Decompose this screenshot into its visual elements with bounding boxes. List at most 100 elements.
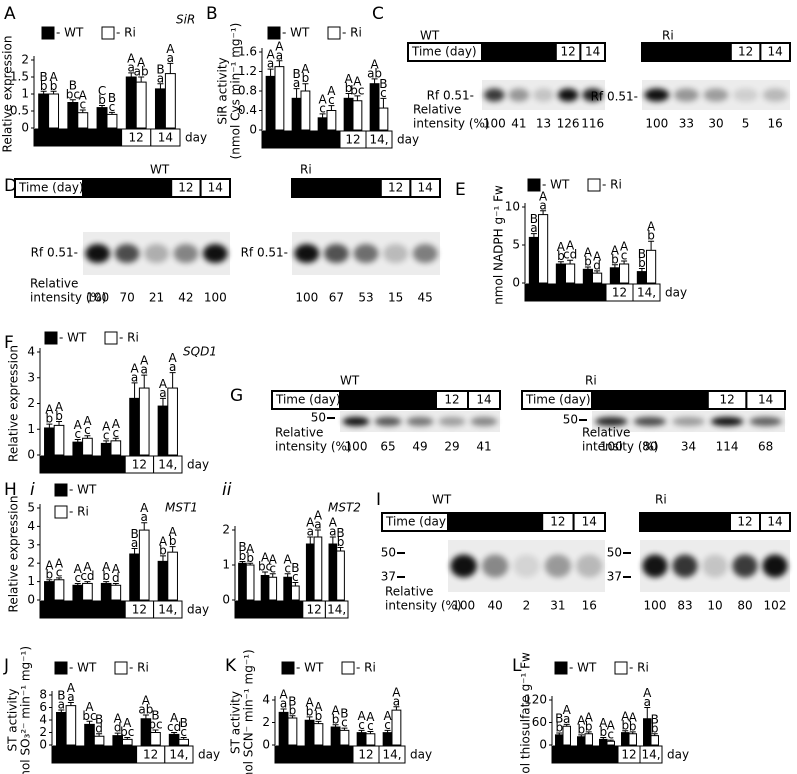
legend-swatch xyxy=(614,661,628,675)
bar xyxy=(555,734,564,746)
significance-letter: B xyxy=(291,561,299,575)
significance-letter: A xyxy=(629,710,638,724)
bar xyxy=(628,733,637,746)
intensity-label: intensity (%) xyxy=(385,599,462,613)
day-label: 11 xyxy=(708,45,723,59)
significance-letter: B xyxy=(288,694,296,708)
bar xyxy=(274,66,285,131)
blot-band xyxy=(173,244,199,263)
significance-letter: c xyxy=(319,101,326,115)
marker-label: 50 xyxy=(607,546,622,560)
blot-band xyxy=(642,554,668,578)
error-bar xyxy=(584,266,591,270)
intensity-value: 15 xyxy=(388,291,403,305)
x-tick-label: 0 xyxy=(535,286,543,300)
significance-letter: a xyxy=(307,525,314,539)
significance-letter: b xyxy=(246,551,254,565)
bar xyxy=(82,582,93,601)
error-bar xyxy=(171,732,178,735)
intensity-value: 100 xyxy=(204,291,227,305)
error-bar xyxy=(247,562,254,565)
significance-letter: c xyxy=(74,427,81,441)
panel-label: F xyxy=(4,333,14,353)
error-bar xyxy=(108,111,115,115)
bar xyxy=(157,405,169,456)
intensity-value: 83 xyxy=(677,599,692,613)
blot-band xyxy=(533,88,554,102)
intensity-value: 100 xyxy=(452,599,475,613)
significance-letter: a xyxy=(159,386,166,400)
significance-letter: A xyxy=(539,189,548,203)
x-tick-label: 7 xyxy=(562,286,570,300)
blot-band xyxy=(576,554,603,578)
error-bar xyxy=(56,421,63,426)
x-axis-label: day xyxy=(410,748,432,762)
bar xyxy=(577,736,586,746)
significance-letter: B xyxy=(108,91,116,105)
bar xyxy=(313,723,324,746)
legend-label: - WT xyxy=(56,26,84,40)
intensity-value: 41 xyxy=(476,440,491,454)
significance-letter: B xyxy=(69,78,77,92)
x-category-box xyxy=(639,745,663,764)
legend-label: - WT xyxy=(69,661,97,675)
significance-letter: A xyxy=(383,709,392,723)
y-axis-label: Relative expression xyxy=(7,345,21,462)
intensity-label: Relative xyxy=(385,585,433,599)
error-bar xyxy=(284,573,291,578)
significance-letter: c xyxy=(358,718,365,732)
error-bar xyxy=(269,573,276,578)
error-bar xyxy=(358,729,365,733)
legend-swatch xyxy=(281,661,295,675)
intensity-value: 31 xyxy=(550,599,565,613)
significance-letter: b xyxy=(46,412,54,426)
bar xyxy=(77,112,89,129)
day-label: 14 xyxy=(208,181,223,195)
bar xyxy=(44,427,55,456)
significance-letter: c xyxy=(367,719,374,733)
blot-band xyxy=(114,244,140,263)
significance-letter: A xyxy=(620,239,629,253)
day-label: 7 xyxy=(683,45,691,59)
bar xyxy=(326,110,337,131)
significance-letter: a xyxy=(563,712,570,726)
blot-band xyxy=(470,416,498,427)
significance-letter: A xyxy=(246,542,255,556)
x-tick-label: 0 xyxy=(271,133,279,147)
bar xyxy=(592,272,603,284)
significance-letter: B xyxy=(638,247,646,261)
panel-label: J xyxy=(3,656,9,676)
group-label: WT xyxy=(420,29,440,43)
bar xyxy=(278,711,289,746)
error-bar xyxy=(103,440,110,444)
significance-letter: A xyxy=(112,562,121,576)
y-tick-label: 0 xyxy=(39,738,47,752)
y-axis-label: ST activity xyxy=(229,691,243,754)
significance-letter: B xyxy=(156,62,164,76)
panel-sublabel: ii xyxy=(222,480,232,500)
error-bar xyxy=(128,72,135,77)
intensity-label: Relative xyxy=(413,103,461,117)
significance-letter: c xyxy=(380,86,387,100)
x-tick-label: 14, xyxy=(169,748,188,762)
significance-letter: b xyxy=(337,535,345,549)
error-bar xyxy=(58,709,65,713)
x-tick-label: 14, xyxy=(327,603,346,617)
significance-letter: A xyxy=(305,695,314,709)
intensity-value: 13 xyxy=(536,117,551,131)
x-tick-label: 7 xyxy=(79,458,87,472)
bar xyxy=(53,579,65,601)
y-tick-label: 2 xyxy=(222,523,230,537)
significance-letter: c xyxy=(607,728,614,742)
x-tick-label: 12 xyxy=(132,458,147,472)
legend-label: - WT xyxy=(569,661,597,675)
bar xyxy=(528,236,540,284)
significance-letter: B xyxy=(95,712,103,726)
significance-letter: b xyxy=(647,229,655,243)
significance-letter: b xyxy=(345,81,353,95)
significance-letter: c xyxy=(79,97,86,111)
x-tick-label: 12 xyxy=(612,286,627,300)
error-bar xyxy=(152,729,159,733)
error-bar xyxy=(169,372,176,389)
x-tick-label: 12 xyxy=(129,131,144,145)
